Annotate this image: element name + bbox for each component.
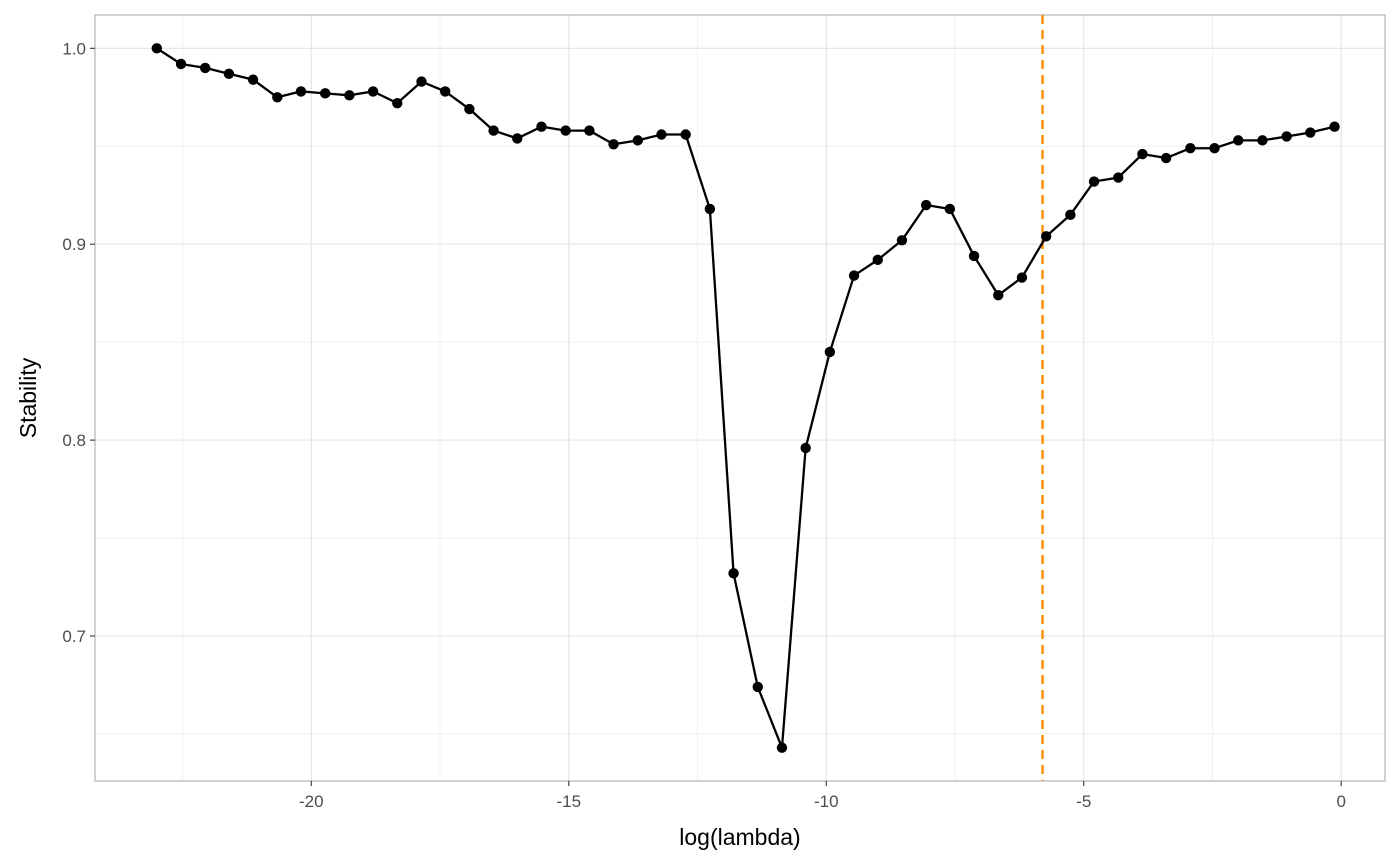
data-point bbox=[464, 103, 475, 115]
data-point bbox=[776, 742, 788, 753]
y-tick-label: 0.8 bbox=[62, 431, 86, 450]
data-point bbox=[295, 86, 307, 97]
x-tick-label: -20 bbox=[299, 792, 324, 811]
y-tick-label: 0.7 bbox=[62, 627, 86, 646]
data-point bbox=[608, 139, 619, 150]
data-point bbox=[1160, 152, 1172, 164]
x-tick-label: -10 bbox=[814, 792, 839, 811]
minor-grid bbox=[95, 15, 1385, 781]
data-point bbox=[824, 346, 836, 358]
data-point bbox=[800, 442, 811, 454]
data-point bbox=[1185, 143, 1196, 154]
data-point bbox=[416, 76, 427, 87]
data-point bbox=[680, 129, 691, 140]
y-tick-label: 1.0 bbox=[62, 39, 86, 58]
data-point bbox=[392, 97, 403, 109]
data-point bbox=[1281, 131, 1292, 142]
x-axis: -20 -15 -10 -5 0 bbox=[299, 781, 1346, 811]
data-point bbox=[1065, 209, 1076, 221]
x-tick-label: -15 bbox=[556, 792, 581, 811]
data-point bbox=[1137, 148, 1148, 160]
data-point bbox=[872, 254, 883, 266]
data-point bbox=[1233, 135, 1244, 146]
data-point bbox=[848, 270, 860, 281]
data-point bbox=[223, 68, 235, 79]
data-point bbox=[704, 203, 716, 215]
data-point bbox=[1016, 272, 1028, 283]
data-point bbox=[536, 121, 547, 132]
x-tick-label: -5 bbox=[1076, 792, 1091, 811]
panel-border bbox=[94, 14, 1386, 782]
data-point bbox=[247, 74, 259, 85]
data-point bbox=[656, 129, 667, 140]
y-axis: 0.7 0.8 0.9 1.0 bbox=[62, 39, 95, 646]
data-point bbox=[944, 203, 956, 215]
data-point bbox=[1209, 143, 1220, 154]
series-group bbox=[151, 43, 1340, 753]
data-point bbox=[920, 199, 932, 211]
data-point bbox=[1305, 127, 1316, 138]
data-point bbox=[1088, 176, 1100, 187]
major-grid bbox=[95, 15, 1385, 781]
data-point bbox=[632, 135, 643, 146]
data-point bbox=[175, 58, 187, 70]
data-point bbox=[1329, 121, 1340, 132]
data-point bbox=[968, 250, 980, 262]
data-point bbox=[200, 62, 211, 74]
data-point bbox=[439, 86, 451, 97]
x-axis-title: log(lambda) bbox=[679, 824, 800, 850]
data-point bbox=[319, 88, 331, 99]
data-point bbox=[344, 90, 355, 101]
data-point bbox=[272, 92, 283, 103]
data-point bbox=[993, 289, 1004, 301]
data-point bbox=[896, 235, 908, 246]
y-tick-label: 0.9 bbox=[62, 235, 86, 254]
y-axis-title: Stability bbox=[15, 357, 41, 438]
data-point bbox=[512, 133, 523, 144]
data-point bbox=[151, 43, 162, 54]
data-point bbox=[560, 125, 571, 136]
data-point bbox=[1040, 231, 1052, 242]
data-point bbox=[728, 568, 739, 579]
data-point bbox=[584, 125, 595, 136]
data-point bbox=[1113, 172, 1124, 183]
x-tick-label: 0 bbox=[1336, 792, 1345, 811]
data-point bbox=[752, 681, 763, 693]
data-point bbox=[1257, 135, 1268, 146]
data-point bbox=[367, 86, 379, 97]
data-point bbox=[488, 125, 499, 136]
